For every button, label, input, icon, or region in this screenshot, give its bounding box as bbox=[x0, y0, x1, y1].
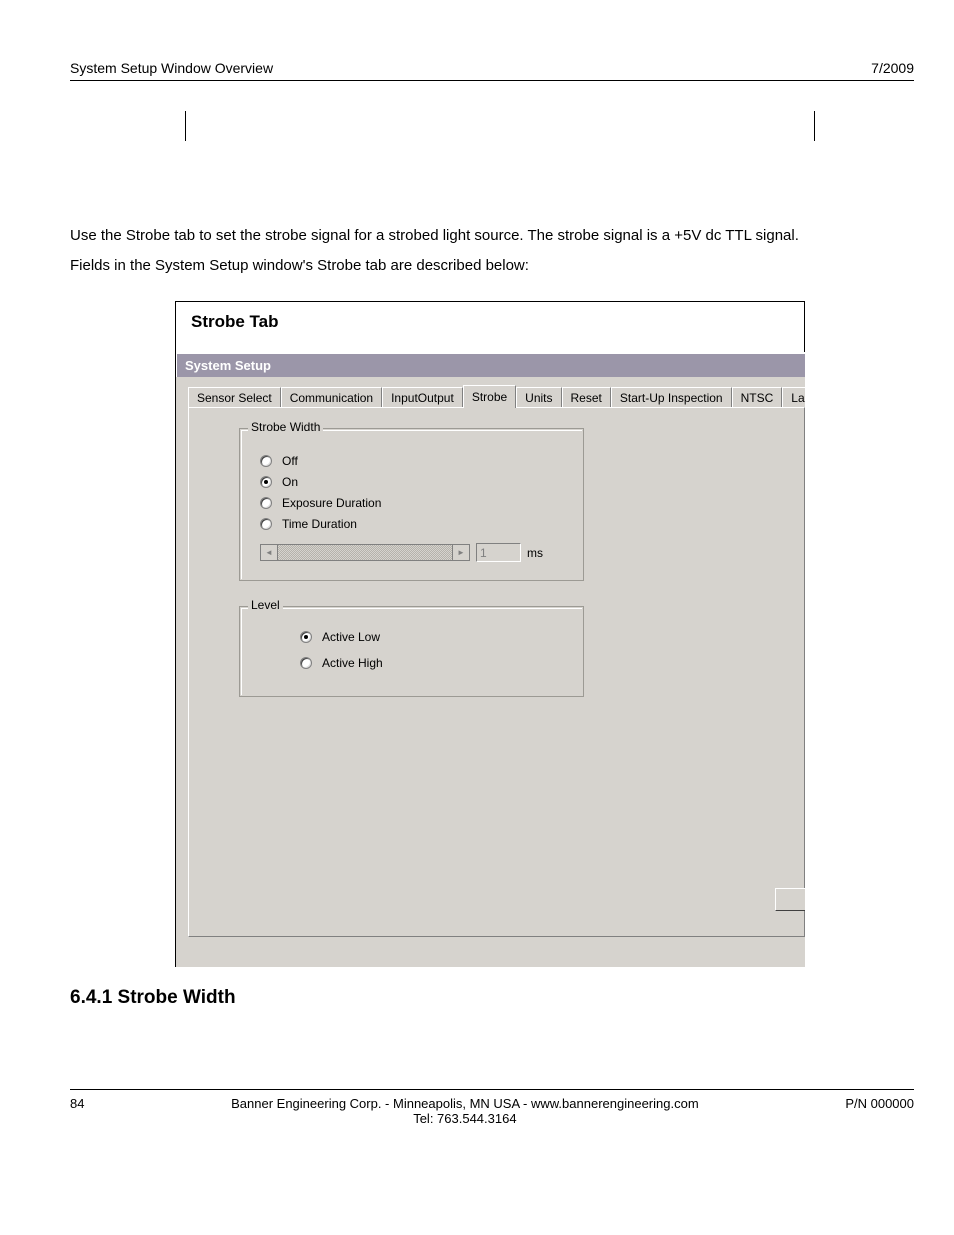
radio-icon bbox=[300, 657, 312, 669]
scroll-right-icon[interactable]: ► bbox=[452, 545, 469, 560]
duration-slider-row: ◄ ► ms bbox=[260, 543, 573, 562]
scroll-track[interactable] bbox=[278, 545, 452, 560]
radio-label: Exposure Duration bbox=[282, 496, 381, 510]
radio-strobe-off[interactable]: Off bbox=[260, 454, 573, 468]
legend-level: Level bbox=[248, 598, 283, 612]
intro-p1: Use the Strobe tab to set the strobe sig… bbox=[70, 221, 914, 251]
previous-figure-stub bbox=[185, 111, 815, 141]
radio-icon bbox=[260, 455, 272, 467]
radio-strobe-exposure-duration[interactable]: Exposure Duration bbox=[260, 496, 573, 510]
figure-title: Strobe Tab bbox=[176, 302, 804, 352]
duration-value-input[interactable] bbox=[476, 543, 521, 562]
legend-strobe-width: Strobe Width bbox=[248, 420, 323, 434]
radio-label: Time Duration bbox=[282, 517, 357, 531]
footer-right: P/N 000000 bbox=[845, 1096, 914, 1111]
radio-level-active-high[interactable]: Active High bbox=[300, 656, 573, 670]
group-strobe-width: Strobe Width OffOnExposure DurationTime … bbox=[239, 428, 584, 581]
duration-scrollbar[interactable]: ◄ ► bbox=[260, 544, 470, 561]
figure-container: Strobe Tab System Setup Sensor SelectCom… bbox=[175, 301, 805, 967]
footer-page-number: 84 bbox=[70, 1096, 84, 1111]
scroll-left-icon[interactable]: ◄ bbox=[261, 545, 278, 560]
footer-line2: Tel: 763.544.3164 bbox=[84, 1111, 845, 1126]
radio-strobe-on[interactable]: On bbox=[260, 475, 573, 489]
radio-icon bbox=[260, 476, 272, 488]
tab-ntsc[interactable]: NTSC bbox=[732, 387, 783, 408]
ok-button-stub[interactable] bbox=[775, 888, 805, 911]
section-heading: 6.4.1 Strobe Width bbox=[70, 987, 914, 1009]
tab-inputoutput[interactable]: InputOutput bbox=[382, 387, 463, 408]
radio-icon bbox=[300, 631, 312, 643]
header-left: System Setup Window Overview bbox=[70, 60, 273, 76]
radio-icon bbox=[260, 518, 272, 530]
duration-unit: ms bbox=[527, 546, 543, 560]
radio-level-active-low[interactable]: Active Low bbox=[300, 630, 573, 644]
radio-label: Active High bbox=[322, 656, 383, 670]
tab-reset[interactable]: Reset bbox=[562, 387, 611, 408]
tab-start-up-inspection[interactable]: Start-Up Inspection bbox=[611, 387, 732, 408]
group-level: Level Active LowActive High bbox=[239, 606, 584, 697]
tab-language[interactable]: Language bbox=[782, 387, 805, 408]
tab-content-strobe: Strobe Width Off On Exposure Duration Time … bbox=[188, 407, 805, 937]
tab-strip: Sensor SelectCommunicationInputOutputStr… bbox=[188, 385, 805, 408]
radio-label: Active Low bbox=[322, 630, 380, 644]
tab-strobe[interactable]: Strobe bbox=[463, 385, 516, 408]
radio-label: Off bbox=[282, 454, 298, 468]
page-header: System Setup Window Overview 7/2009 bbox=[70, 60, 914, 81]
radio-strobe-time-duration[interactable]: Time Duration bbox=[260, 517, 573, 531]
page-footer: 84 Banner Engineering Corp. - Minneapoli… bbox=[70, 1089, 914, 1126]
intro-p2: Fields in the System Setup window's Stro… bbox=[70, 251, 914, 281]
tab-units[interactable]: Units bbox=[516, 387, 561, 408]
radio-icon bbox=[260, 497, 272, 509]
dialog-titlebar: System Setup bbox=[176, 353, 805, 377]
intro-text: Use the Strobe tab to set the strobe sig… bbox=[70, 221, 914, 281]
tab-sensor-select[interactable]: Sensor Select bbox=[188, 387, 281, 408]
footer-line1: Banner Engineering Corp. - Minneapolis, … bbox=[84, 1096, 845, 1111]
header-right: 7/2009 bbox=[871, 60, 914, 76]
radio-label: On bbox=[282, 475, 298, 489]
tab-communication[interactable]: Communication bbox=[281, 387, 382, 408]
system-setup-dialog: System Setup Sensor SelectCommunicationI… bbox=[176, 352, 805, 967]
